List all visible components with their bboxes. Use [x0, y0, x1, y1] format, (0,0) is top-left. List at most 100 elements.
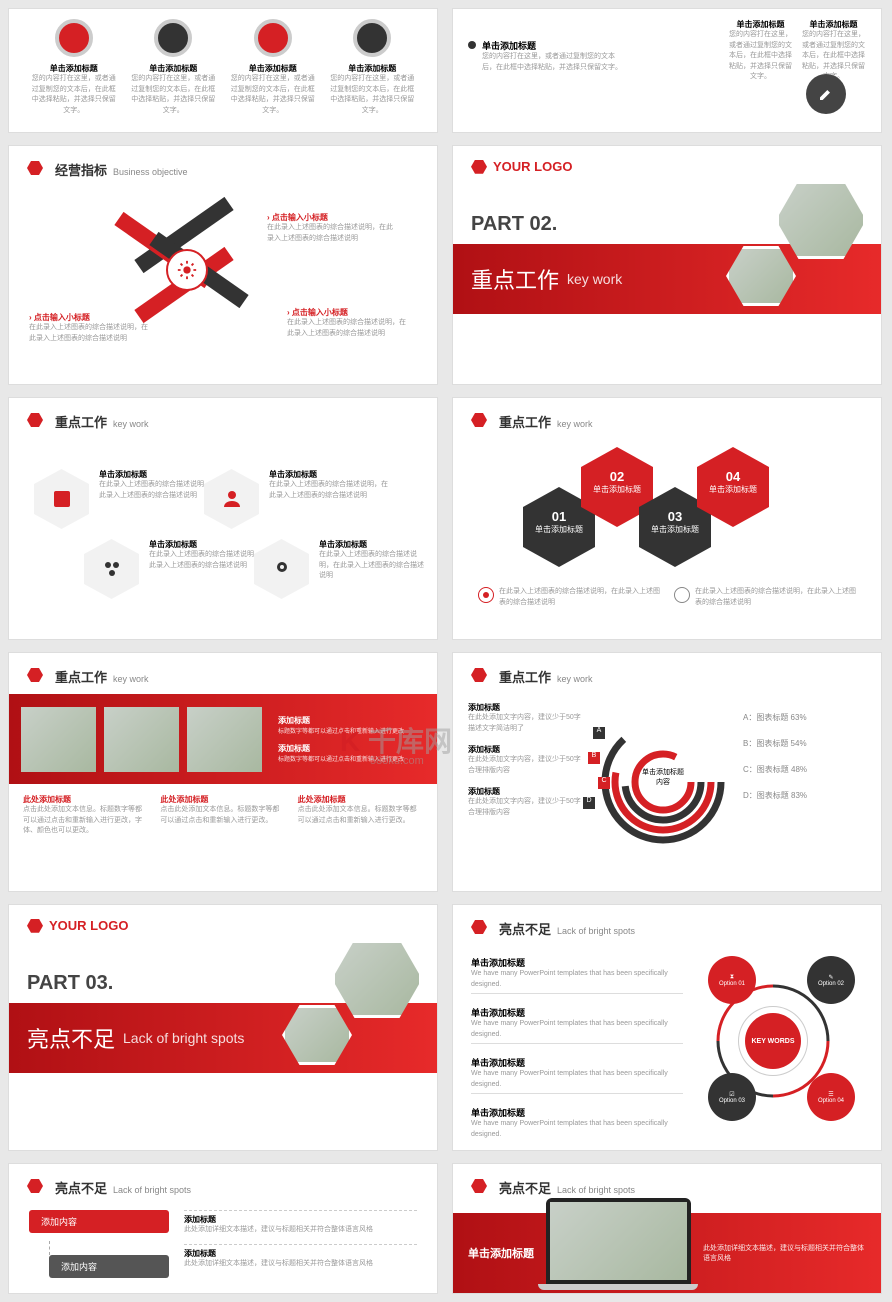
section-title-en: key work	[567, 271, 622, 287]
hex-icon	[471, 668, 487, 682]
l-title: 添加标题	[468, 744, 583, 755]
white-hex	[347, 1080, 392, 1120]
wheel-icon	[166, 249, 208, 291]
center-label: 单击添加标题内容	[639, 767, 687, 787]
col-title: 此处添加标题	[23, 794, 148, 805]
legend: D：图表标题 83%	[743, 790, 853, 802]
item-title: 单击添加标题	[328, 63, 416, 74]
r-title: 添加标题	[278, 743, 425, 754]
item-desc: We have many PowerPoint templates that h…	[471, 1019, 683, 1040]
photo	[104, 707, 179, 772]
r-desc: 标题数字等都可以通过点击和重新输入进行更改	[278, 754, 425, 763]
legend: A：图表标题 63%	[743, 712, 853, 724]
item-title: 单击添加标题	[30, 63, 118, 74]
photo	[21, 707, 96, 772]
badge-b: B	[588, 752, 600, 764]
item-desc: We have many PowerPoint templates that h…	[471, 1069, 683, 1090]
slide-5: 重点工作key work 单击添加标题在此录入上述图表的综合描述说明，在此录入上…	[8, 397, 438, 640]
item-desc: We have many PowerPoint templates that h…	[471, 969, 683, 990]
center-label: KEY WORDS	[745, 1013, 801, 1069]
title-en: Lack of bright spots	[557, 1185, 635, 1195]
item-desc: 您的内容打在这里，或者通过复制您的文本后，在此框中选择粘贴，并选择只保留文字。	[328, 74, 416, 116]
l-desc: 在此处添加文字内容，建议少于50字描述文字简洁明了	[468, 713, 583, 734]
section-title-cn: 重点工作	[471, 263, 559, 295]
item-desc: 在此录入上述图表的综合描述说明，在此录入上述图表的综合描述说明	[149, 550, 269, 571]
slide-10: 亮点不足Lack of bright spots 单击添加标题We have m…	[452, 904, 882, 1151]
sub-desc: 在此录入上述图表的综合描述说明，在此录入上述图表的综合描述说明	[287, 318, 407, 339]
box-title: 单击添加标题	[801, 19, 866, 30]
item-title: 单击添加标题	[99, 469, 219, 480]
item-title: 单击添加标题	[149, 539, 269, 550]
col-desc: 点击此处添加文本信息。标题数字等都可以通过点击和重新输入进行更改。	[160, 805, 285, 826]
item-desc: 此处添加详细文本描述，建议与标题相关并符合整体语言风格	[184, 1225, 417, 1236]
l-title: 添加标题	[468, 702, 583, 713]
hex-icon	[471, 413, 487, 427]
title-en: key work	[113, 419, 149, 429]
sub-desc: 在此录入上述图表的综合描述说明，在此录入上述图表的综合描述说明	[267, 223, 397, 244]
bullet-icon	[154, 19, 192, 57]
logo-text: YOUR LOGO	[493, 159, 572, 174]
sub-title: 点击输入小标题	[272, 213, 328, 222]
hex-icon	[27, 413, 43, 427]
r-title: 添加标题	[278, 715, 425, 726]
title-cn: 亮点不足	[499, 919, 551, 938]
badge-d: D	[583, 797, 595, 809]
item-desc: 您的内容打在这里，或者通过复制您的文本后，在此框中选择粘贴，并选择只保留文字。	[129, 74, 217, 116]
slide-1: 单击添加标题 您的内容打在这里，或者通过复制您的文本后，在此框中选择粘贴，并选择…	[8, 8, 438, 133]
bullet-icon	[55, 19, 93, 57]
title-en: Lack of bright spots	[113, 1185, 191, 1195]
col-desc: 点击此处添加文本信息。标题数字等都可以通过点击和重新输入进行更改。	[298, 805, 423, 826]
laptop-icon	[546, 1198, 691, 1284]
hex-icon	[27, 919, 43, 933]
option-2: ✎Option 02	[807, 956, 855, 1004]
item-desc: 在此录入上述图表的综合描述说明，在此录入上述图表的综合描述说明	[269, 480, 389, 501]
note: 在此录入上述图表的综合描述说明，在此录入上述图表的综合描述说明	[499, 587, 660, 608]
logo-text: YOUR LOGO	[49, 918, 128, 933]
option-1: ⧗Option 01	[708, 956, 756, 1004]
dot-icon	[468, 41, 476, 49]
box-title: 单击添加标题	[728, 19, 793, 30]
pencil-icon	[806, 74, 846, 114]
l-title: 添加标题	[468, 786, 583, 797]
item-title: 单击添加标题	[471, 1106, 683, 1119]
slide-8: 重点工作key work 添加标题在此处添加文字内容，建议少于50字描述文字简洁…	[452, 652, 882, 892]
bullet-icon	[353, 19, 391, 57]
title-en: Lack of bright spots	[557, 926, 635, 936]
l-desc: 在此处添加文字内容，建议少于50字合理排版内容	[468, 797, 583, 818]
col-title: 此处添加标题	[160, 794, 285, 805]
slide-2: 单击添加标题 您的内容打在这里，或者通过复制您的文本后，在此框中选择粘贴，并选择…	[452, 8, 882, 133]
option-4: ☰Option 04	[807, 1073, 855, 1121]
hex-icon	[27, 161, 43, 175]
item-title: 单击添加标题	[471, 1056, 683, 1069]
hex-icon	[27, 1179, 43, 1193]
dot-title: 单击添加标题	[482, 39, 622, 52]
desc: 此处添加详细文本描述，建议与标题相关并符合整体语言风格	[703, 1243, 866, 1263]
badge-a: A	[593, 727, 605, 739]
title-cn: 亮点不足	[55, 1178, 107, 1197]
legend: C：图表标题 48%	[743, 764, 853, 776]
item-title: 添加标题	[184, 1248, 417, 1259]
item-title: 单击添加标题	[471, 956, 683, 969]
item-desc: 在此录入上述图表的综合描述说明，在此录入上述图表的综合描述说明	[99, 480, 219, 501]
title-cn: 经营指标	[55, 160, 107, 179]
note: 在此录入上述图表的综合描述说明，在此录入上述图表的综合描述说明	[695, 587, 856, 608]
hex-icon	[27, 668, 43, 682]
box: 添加内容	[29, 1210, 169, 1233]
sub-desc: 在此录入上述图表的综合描述说明，在此录入上述图表的综合描述说明	[29, 323, 149, 344]
item-title: 添加标题	[184, 1214, 417, 1225]
slide-6: 重点工作key work 01单击添加标题 02单击添加标题 03单击添加标题 …	[452, 397, 882, 640]
title-cn: 重点工作	[55, 412, 107, 431]
slide-7: 重点工作key work 添加标题 标题数字等都可以通过点击和重新输入进行更改 …	[8, 652, 438, 892]
title-cn: 重点工作	[55, 667, 107, 686]
item-title: 单击添加标题	[269, 469, 389, 480]
hex-icon	[471, 920, 487, 934]
item-desc: We have many PowerPoint templates that h…	[471, 1119, 683, 1140]
dot-desc: 您的内容打在这里，或者通过复制您的文本后，在此框中选择粘贴，并选择只保留文字。	[482, 52, 622, 73]
white-hex	[791, 314, 836, 354]
item-desc: 您的内容打在这里，或者通过复制您的文本后，在此框中选择粘贴，并选择只保留文字。	[30, 74, 118, 116]
slide-3: 经营指标Business objective › 点击输入小标题 在此录入上述图…	[8, 145, 438, 385]
col-desc: 点击此处添加文本信息。标题数字等都可以通过点击和重新输入进行更改，字体、颜色也可…	[23, 805, 148, 837]
box-desc: 您的内容打在这里，或者通过复制您的文本后，在此框中选择粘贴，并选择只保留文字。	[728, 30, 793, 83]
badge-c: C	[598, 777, 610, 789]
title-en: Business objective	[113, 167, 188, 177]
